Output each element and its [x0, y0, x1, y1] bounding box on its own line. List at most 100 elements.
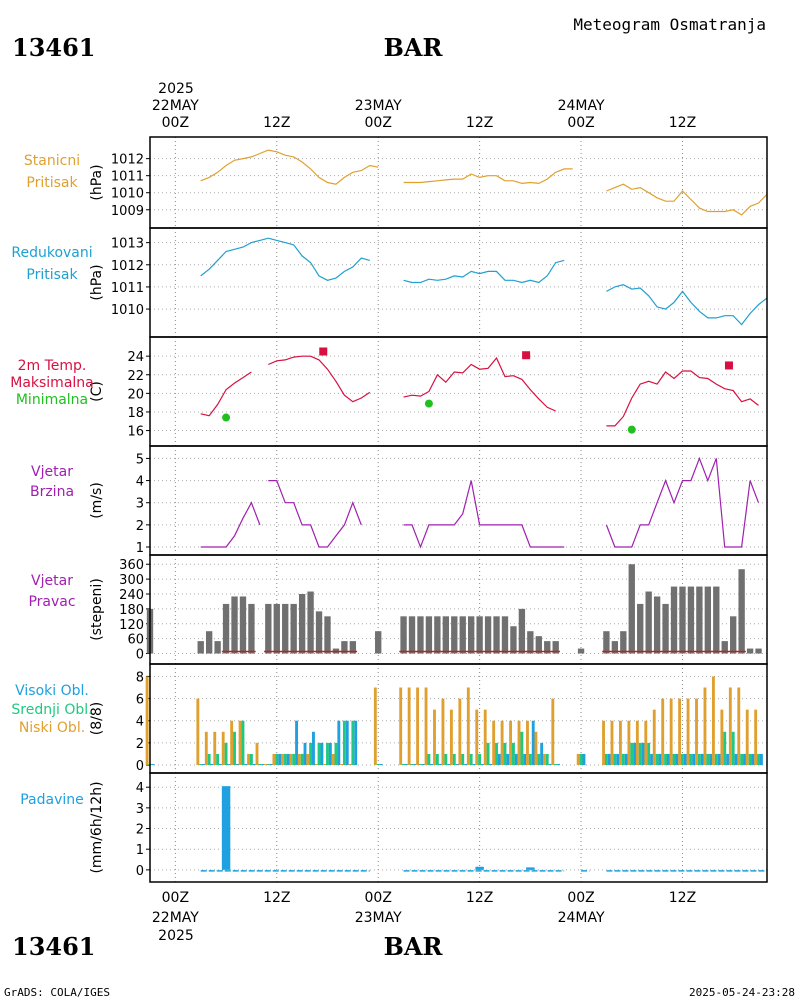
cloud-bar-high [481, 764, 484, 765]
cloud-bar-low [720, 709, 724, 765]
data-bar [468, 616, 475, 654]
tmin-marker [424, 399, 433, 408]
data-bar [205, 631, 213, 654]
data-bar [527, 631, 534, 654]
data-bar [611, 641, 619, 654]
tmax-marker [724, 361, 733, 370]
cloud-bar-mid [528, 753, 532, 765]
cloud-bar-low [289, 753, 293, 765]
cloud-bar-low [230, 720, 234, 765]
cloud-bar-mid [655, 753, 659, 765]
cloud-bar-low [627, 720, 631, 765]
cloud-bar-low [686, 698, 690, 765]
y-tick-label: 180 [119, 603, 144, 618]
data-bar [442, 616, 449, 654]
data-bar [603, 631, 610, 654]
cloud-bar-low [424, 687, 428, 765]
data-bar [730, 616, 737, 654]
cloud-bar-mid [300, 753, 304, 765]
cloud-bar-mid [461, 753, 465, 765]
tmin-marker [627, 425, 636, 434]
data-bar [755, 648, 762, 654]
data-bar [221, 786, 231, 870]
cloud-bar-low [280, 753, 284, 765]
cloud-bar-high [641, 742, 645, 765]
footer-timestamp: 2025-05-24-23:28 [689, 986, 795, 999]
cloud-bar-high [759, 753, 763, 765]
cloud-bar-mid [469, 753, 473, 765]
cloud-bar-mid [376, 764, 380, 765]
cloud-bar-high [523, 753, 527, 765]
y-tick-label: 240 [119, 588, 144, 603]
data-bar [417, 616, 424, 654]
series-line [200, 149, 269, 182]
y-tick-label: 16 [127, 425, 144, 440]
data-bar [679, 586, 686, 654]
cloud-bar-low [416, 687, 420, 765]
station-name-bottom: BAR [384, 932, 444, 961]
top-time-tick-label: 12Z [466, 115, 493, 131]
bottom-time-tick-label: 00Z [162, 890, 189, 906]
top-time-tick-label: 12Z [669, 115, 696, 131]
cloud-bar-low [644, 720, 648, 765]
data-bar [670, 586, 678, 654]
data-bar [552, 641, 559, 654]
data-bar [476, 616, 483, 654]
cloud-bar-high [726, 753, 730, 765]
y-tick-label: 1010 [111, 187, 144, 202]
y-tick-label: 3 [136, 802, 144, 817]
cloud-bar-high [269, 764, 273, 765]
cloud-bar-mid [224, 742, 228, 765]
cloud-bar-mid [731, 731, 735, 765]
cloud-bar-mid [427, 753, 431, 765]
data-bar [197, 641, 204, 654]
cloud-bar-high [675, 753, 679, 765]
data-bar [696, 586, 703, 654]
data-bar [434, 616, 441, 654]
cloud-bar-high [345, 720, 349, 765]
cloud-bar-high [328, 742, 332, 765]
cloud-bar-low [323, 764, 327, 765]
panel-frame [149, 336, 768, 447]
y-tick-label: 24 [127, 350, 144, 365]
cloud-bar-high [151, 764, 155, 765]
cloud-bar-mid [486, 742, 490, 765]
data-bar [721, 641, 728, 654]
cloud-bar-mid [309, 742, 313, 765]
data-bar [484, 616, 492, 654]
cloud-bar-mid [512, 742, 515, 765]
bottom-date-label: 22MAY [152, 910, 199, 926]
cloud-bar-mid [681, 753, 684, 765]
y-unit-label: (mm/6h/12h) [89, 781, 105, 873]
cloud-bar-mid [207, 753, 211, 765]
cloud-bar-low [534, 731, 538, 765]
data-bar [459, 616, 466, 654]
series-line [200, 501, 261, 548]
y-tick-label: 2 [136, 737, 144, 752]
tmax-marker [522, 351, 531, 360]
y-tick-label: 4 [136, 715, 144, 730]
cloud-bar-high [227, 764, 231, 765]
y-tick-label: 22 [127, 369, 144, 384]
series-line [605, 456, 760, 548]
panel-label: Vjetar [31, 573, 73, 589]
cloud-bar-high [616, 753, 620, 765]
cloud-bar-low [635, 720, 639, 765]
cloud-bar-mid [613, 753, 617, 765]
cloud-bar-mid [495, 742, 498, 765]
panel-frame [149, 136, 768, 229]
y-tick-label: 5 [136, 452, 144, 467]
data-bar [738, 569, 745, 654]
top-date-label: 24MAY [558, 98, 605, 114]
cloud-bar-low [458, 698, 462, 765]
y-tick-label: 8 [136, 670, 144, 685]
cloud-bar-mid [249, 753, 253, 765]
y-tick-label: 360 [119, 558, 144, 573]
cloud-bar-high [514, 753, 518, 765]
cloud-bar-low [483, 709, 487, 765]
cloud-bar-high [413, 764, 417, 765]
cloud-bar-mid [334, 742, 338, 765]
cloud-bar-high [421, 764, 425, 765]
cloud-bar-mid [452, 753, 456, 765]
